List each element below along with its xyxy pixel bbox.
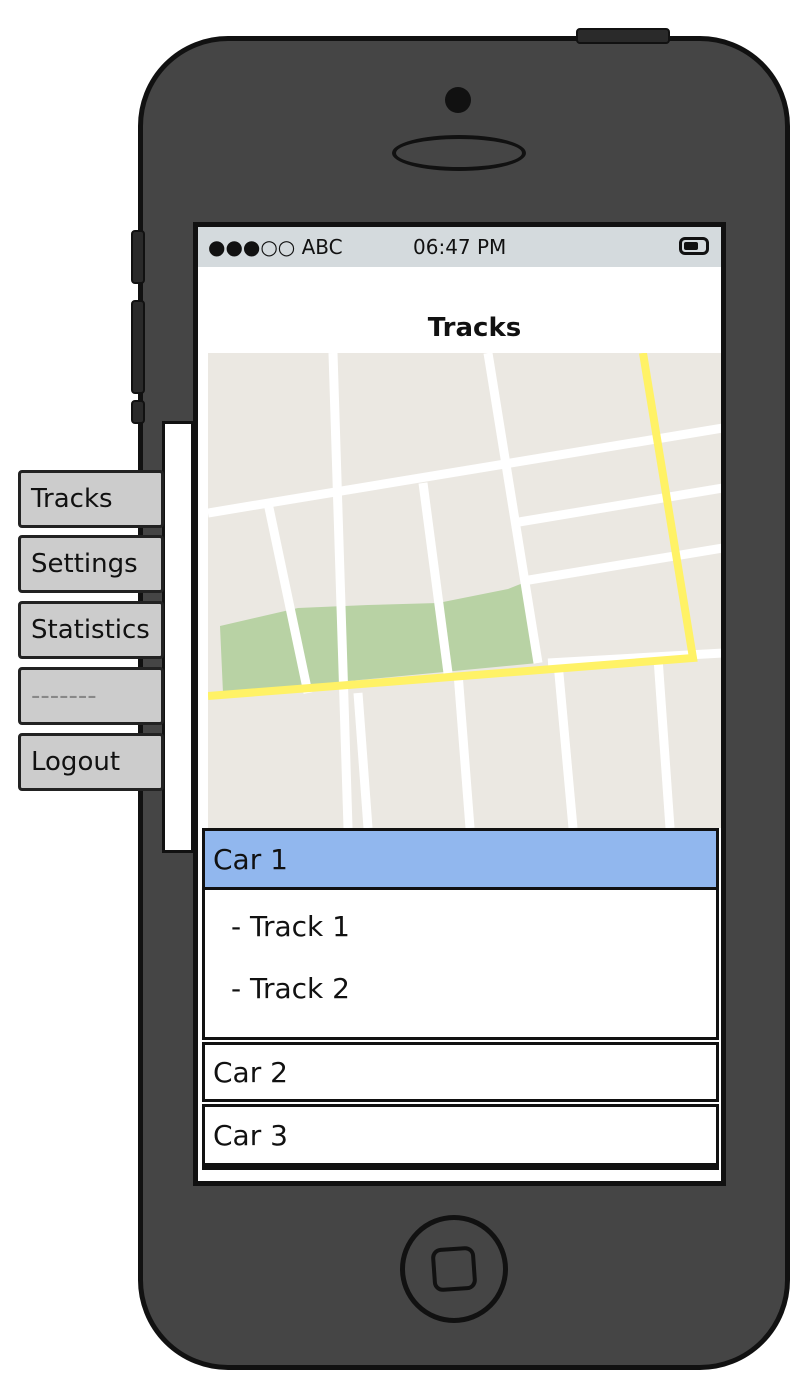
map-view[interactable] — [208, 353, 721, 828]
volume-up-button — [131, 300, 145, 394]
status-time: 06:47 PM — [413, 235, 507, 259]
carrier-signal: ●●●○○ ABC — [208, 235, 343, 259]
car-label: Car 1 — [213, 842, 288, 876]
car-label: Car 3 — [213, 1118, 288, 1152]
power-button — [576, 28, 670, 44]
home-square-icon — [430, 1245, 478, 1293]
speaker-icon — [392, 135, 526, 171]
map-graphic — [208, 353, 721, 828]
list-bottom-border — [202, 1166, 719, 1170]
status-bar: ●●●○○ ABC 06:47 PM — [198, 227, 721, 267]
route-line — [208, 353, 698, 700]
battery-icon — [679, 237, 709, 255]
map-roads — [208, 353, 721, 828]
mute-switch — [131, 230, 145, 284]
menu-item-statistics[interactable]: Statistics — [18, 601, 164, 659]
menu-separator: ------- — [18, 667, 164, 725]
phone-screen: ●●●○○ ABC 06:47 PM Tracks — [193, 222, 726, 1186]
car-1-tracks-panel: - Track 1 - Track 2 — [202, 890, 719, 1040]
menu-item-tracks[interactable]: Tracks — [18, 470, 164, 528]
menu-item-logout[interactable]: Logout — [18, 733, 164, 791]
side-menu-panel — [162, 421, 194, 853]
car-row-1[interactable]: Car 1 — [202, 828, 719, 890]
volume-down-button — [131, 400, 145, 424]
car-label: Car 2 — [213, 1055, 288, 1089]
track-item-1[interactable]: - Track 1 — [231, 910, 350, 943]
home-button[interactable] — [400, 1215, 508, 1323]
page-title: Tracks — [427, 313, 522, 343]
car-row-2[interactable]: Car 2 — [202, 1042, 719, 1102]
menu-item-settings[interactable]: Settings — [18, 535, 164, 593]
car-row-3[interactable]: Car 3 — [202, 1104, 719, 1166]
camera-icon — [445, 87, 471, 113]
track-item-2[interactable]: - Track 2 — [231, 972, 350, 1005]
